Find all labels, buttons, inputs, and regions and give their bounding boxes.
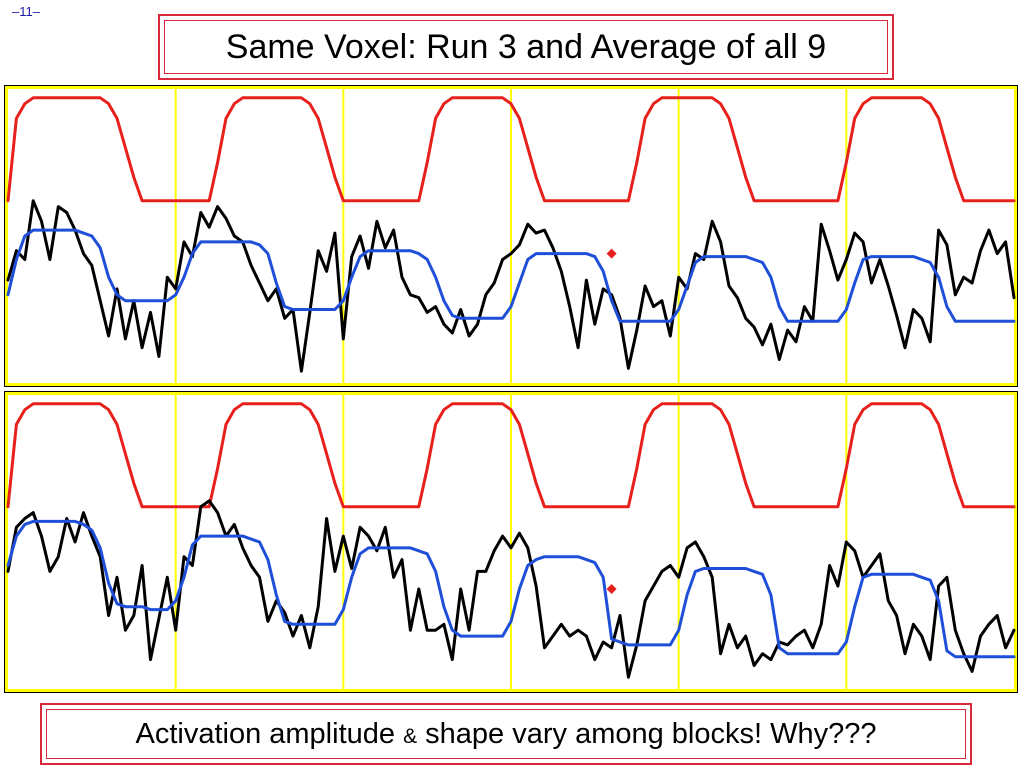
chart-panel-top <box>4 85 1018 387</box>
series-reference-line <box>6 96 1016 203</box>
chart-bottom-svg <box>6 395 1016 689</box>
series-fit-line <box>6 519 1016 659</box>
series-data-line <box>6 499 1016 679</box>
series-data-line <box>6 199 1016 373</box>
chart-top-svg <box>6 89 1016 383</box>
caption-frame: Activation amplitude & shape vary among … <box>40 703 972 765</box>
title-inner-frame: Same Voxel: Run 3 and Average of all 9 <box>164 20 888 74</box>
chart-panel-bottom <box>4 391 1018 693</box>
caption: Activation amplitude & shape vary among … <box>135 718 876 751</box>
caption-inner-frame: Activation amplitude & shape vary among … <box>46 709 966 759</box>
slide-title: Same Voxel: Run 3 and Average of all 9 <box>225 27 827 66</box>
caption-part-1: Activation amplitude <box>135 717 404 750</box>
marker-diamond <box>606 584 617 595</box>
series-fit-line <box>6 228 1016 323</box>
title-frame: Same Voxel: Run 3 and Average of all 9 <box>158 14 894 80</box>
caption-part-2: shape vary among blocks! Why??? <box>417 717 877 750</box>
caption-ampersand: & <box>403 724 418 748</box>
series-reference-line <box>6 402 1016 509</box>
marker-diamond <box>606 248 617 259</box>
slide-number: –11– <box>12 4 40 19</box>
